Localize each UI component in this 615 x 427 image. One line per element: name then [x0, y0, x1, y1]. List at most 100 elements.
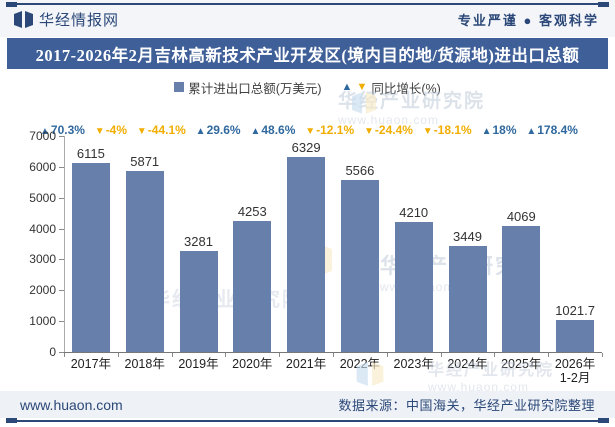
y-axis-tick-label: 4000: [29, 221, 56, 236]
y-axis-tick-label: 6000: [29, 159, 56, 174]
bar: [71, 163, 110, 352]
bar-value-label: 5871: [130, 153, 160, 169]
growth-label: ▲48.6%: [250, 123, 296, 137]
y-axis-tick-label: 5000: [29, 190, 56, 205]
x-axis-tick: [225, 353, 227, 357]
bar: [179, 250, 218, 352]
bottom-rule: [6, 420, 609, 422]
bar-value-label: 6115: [76, 146, 105, 162]
brand: 华经情报网: [14, 9, 119, 30]
data-source-note: 数据来源：中国海关，华经产业研究院整理: [338, 398, 595, 413]
bar: [125, 170, 164, 352]
bar-value-label: 5566: [345, 163, 375, 179]
x-axis-tick: [171, 353, 173, 357]
chart-title-banner: 2017-2026年2月吉林高新技术产业开发区(境内目的地/货源地)进出口总额: [7, 38, 608, 69]
header-bar: 华经情报网 专业严谨 ● 客观科学: [14, 7, 599, 31]
bottom-rule-left-cap: [6, 418, 17, 423]
growth-label: ▼-18.1%: [422, 123, 472, 137]
chart-title: 2017-2026年2月吉林高新技术产业开发区(境内目的地/货源地)进出口总额: [35, 45, 580, 65]
bar: [394, 222, 433, 352]
growth-label: ▲29.6%: [195, 123, 241, 137]
x-axis-tick: [386, 353, 388, 357]
brand-logo-icon: [14, 10, 33, 28]
bar-legend-label: 累计进出口总额(万美元): [188, 81, 322, 96]
y-axis-tick-label: 3000: [29, 252, 56, 267]
top-rule-right-cap: [598, 2, 609, 7]
up-triangle-icon: ▲: [250, 126, 261, 137]
y-axis-tick: [59, 321, 64, 323]
bar-legend-swatch-icon: [174, 82, 185, 92]
up-triangle-icon: ▲: [481, 126, 492, 137]
growth-label: ▼-12.1%: [305, 123, 355, 137]
x-axis-tick: [548, 353, 550, 357]
growth-label: ▼-24.4%: [364, 123, 413, 137]
x-axis-labels: 2017年 2018年 2019年 2020年 2021年 2022年 2023年 2024年…: [64, 357, 602, 386]
down-triangle-icon: ▼: [94, 126, 105, 137]
x-axis-tick: [117, 353, 119, 357]
legend-item-bar: 累计进出口总额(万美元): [174, 78, 322, 97]
bar-value-label: 1021.7: [555, 303, 595, 319]
y-axis-tick-label: 1000: [29, 314, 56, 329]
bar: [556, 320, 595, 352]
header-tagline: 专业严谨 ● 客观科学: [457, 12, 599, 28]
bar-value-label: 4069: [506, 209, 536, 225]
bar: [233, 220, 272, 352]
down-triangle-icon: ▼: [422, 126, 433, 137]
x-axis-category-label: 2017年: [70, 357, 112, 371]
bar: [340, 180, 379, 352]
up-triangle-icon: ▲: [40, 126, 50, 137]
x-axis-category-label: 2021年: [285, 357, 327, 371]
x-axis-tick: [494, 353, 496, 357]
up-triangle-icon: ▲: [195, 126, 206, 137]
y-axis-tick: [59, 352, 64, 353]
bar-value-label: 3281: [184, 233, 213, 249]
y-axis-tick: [59, 166, 64, 168]
up-triangle-icon: ▲: [526, 126, 537, 137]
bar-value-label: 3449: [453, 228, 482, 244]
down-triangle-icon: ▼: [305, 126, 316, 137]
x-axis-category-label: 2020年: [232, 357, 273, 371]
growth-label: ▲18%: [481, 123, 517, 137]
x-axis-tick: [279, 353, 281, 357]
bar: [287, 156, 326, 352]
y-axis-tick: [59, 197, 64, 199]
bar: [448, 245, 487, 352]
x-axis-tick: [602, 353, 603, 357]
y-axis-tick-label: 7000: [29, 129, 56, 143]
growth-label: ▼-4%: [94, 123, 128, 137]
growth-legend-label: 同比增长(%): [371, 81, 441, 96]
header-strip: [0, 0, 615, 37]
legend-item-growth: ▲ ▼ 同比增长(%): [342, 78, 441, 97]
growth-label: ▼-44.1%: [136, 123, 186, 137]
y-axis-tick-label: 2000: [29, 283, 56, 298]
bar-value-label: 4210: [399, 205, 429, 221]
website-link[interactable]: www.huaon.com: [20, 396, 123, 413]
growth-label: ▲178.4%: [526, 123, 578, 137]
legend: 累计进出口总额(万美元) ▲ ▼ 同比增长(%): [0, 78, 615, 97]
footer: www.huaon.com 数据来源：中国海关，华经产业研究院整理: [0, 391, 615, 418]
down-triangle-icon: ▼: [136, 126, 147, 137]
y-axis-tick: [59, 259, 64, 261]
x-axis-line: [64, 352, 602, 353]
bottom-rule-right-cap: [598, 418, 609, 423]
down-triangle-icon: ▼: [364, 126, 374, 137]
brand-name: 华经情报网: [39, 11, 120, 29]
x-axis-category-label: 2018年: [124, 357, 165, 371]
up-triangle-icon: ▲: [341, 80, 353, 93]
y-axis-tick: [59, 290, 64, 292]
bar: [502, 226, 541, 352]
bar-value-label: 4253: [237, 203, 267, 219]
x-axis-category-label: 2019年: [178, 357, 219, 371]
x-axis-category-label: 2025年: [501, 357, 542, 371]
down-triangle-icon: ▼: [356, 80, 368, 93]
growth-labels-row: ▲70.3% ▼-4% ▼-44.1% ▲29.6% ▲48.6% ▼-12.1% ▼-24…: [40, 123, 578, 137]
y-axis-tick: [59, 136, 64, 137]
top-rule: [6, 3, 609, 5]
x-axis-tick: [333, 353, 334, 357]
top-rule-left-cap: [6, 2, 17, 7]
bar-value-label: 6329: [291, 139, 321, 155]
x-axis-category-label: 2026年 1-2月: [554, 357, 596, 386]
y-axis-line: [64, 136, 65, 352]
